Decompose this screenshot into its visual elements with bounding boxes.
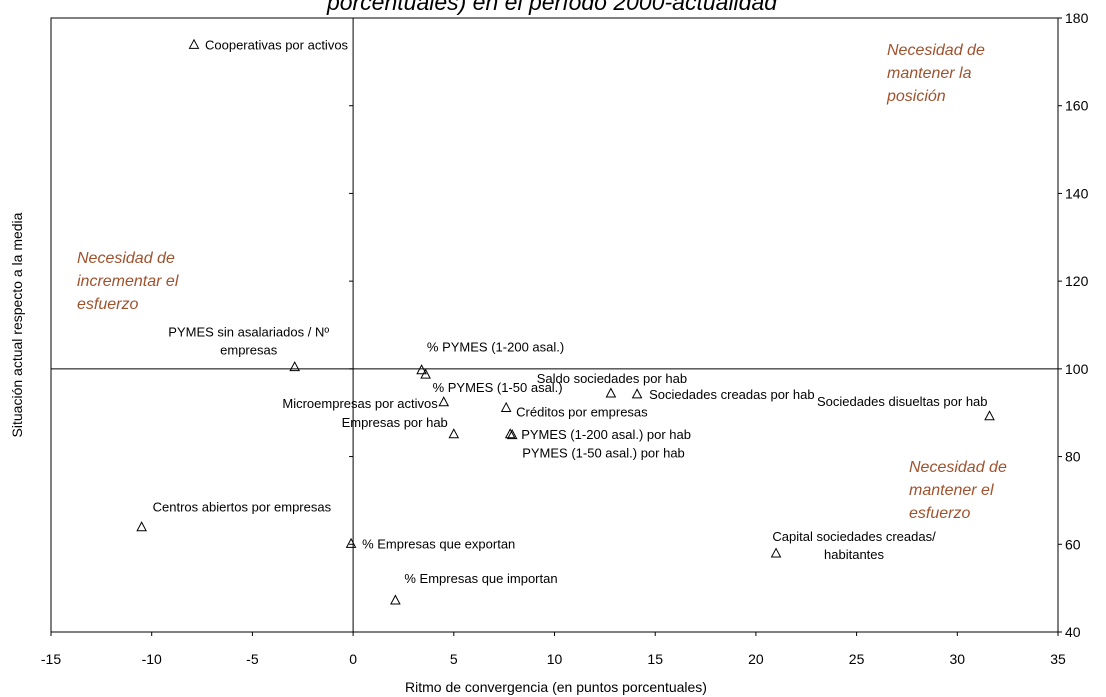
data-point-label: PYMES (1-200 asal.) por hab	[521, 427, 691, 442]
data-point-label: Créditos por empresas	[516, 404, 648, 419]
point-labels: Cooperativas por activos PYMES sin asalar…	[153, 37, 988, 586]
quadrant-annotation: Necesidad de mantener el esfuerzo	[909, 459, 1007, 522]
data-point-label: Sociedades disueltas por hab	[817, 394, 988, 409]
data-point-label: Centros abiertos por empresas	[153, 500, 332, 515]
data-points	[136, 38, 995, 605]
data-point-label: Capital sociedades creadas/habitantes	[772, 529, 936, 562]
data-point-marker	[770, 547, 782, 558]
data-point-marker	[438, 396, 450, 407]
quadrant-annotation: Necesidad de incrementar el esfuerzo	[77, 250, 179, 313]
x-tick-label: 20	[748, 651, 764, 667]
y-tick-label: 60	[1065, 536, 1081, 552]
data-point-marker	[136, 521, 147, 532]
data-point-marker	[390, 594, 401, 605]
y-tick-label: 80	[1065, 449, 1081, 465]
x-axis-title: Ritmo de convergencia (en puntos porcent…	[405, 679, 707, 695]
data-point-marker	[345, 537, 357, 548]
x-tick-label: 35	[1050, 651, 1066, 667]
data-point-marker	[631, 388, 643, 399]
chart-title: porcentuales) en el período 2000-actuali…	[326, 0, 778, 15]
data-point-label: PYMES sin asalariados / Nº empresas	[168, 325, 329, 358]
x-tick-label: 30	[950, 651, 966, 667]
data-point-label: Empresas por hab	[342, 415, 448, 430]
x-tick-label: 0	[349, 651, 357, 667]
axes	[50, 17, 1062, 636]
data-point-label: Saldo sociedades por hab	[537, 371, 687, 386]
x-tick-label: -15	[41, 651, 61, 667]
data-point-marker	[448, 428, 460, 439]
quadrant-annotation: Necesidad de mantener la posición	[886, 42, 985, 105]
data-point-marker	[416, 364, 427, 375]
data-point-marker	[289, 361, 301, 372]
tick-labels: -15 -10 -5 0 5 10 15 20 25 30 35 40 60 80 100 120 140 160…	[41, 10, 1089, 667]
x-tick-label: 15	[647, 651, 663, 667]
data-point-label: Microempresas por activos	[282, 396, 438, 411]
y-tick-label: 180	[1065, 10, 1089, 26]
data-point-marker	[984, 410, 995, 421]
data-point-marker	[420, 368, 431, 379]
data-point-label: % Empresas que exportan	[362, 536, 515, 551]
quadrant-annotations: Necesidad de mantener la posición Necesidad…	[77, 42, 1007, 522]
data-point-marker	[504, 428, 516, 439]
y-tick-label: 140	[1065, 185, 1089, 201]
y-tick-label: 40	[1065, 624, 1081, 640]
data-point-label: % Empresas que importan	[404, 571, 557, 586]
data-point-marker	[500, 401, 512, 412]
data-point-marker	[188, 38, 200, 49]
data-point-label: PYMES (1-50 asal.) por hab	[522, 446, 685, 461]
data-point-label: % PYMES (1-50 asal.)	[433, 380, 563, 395]
data-point-label: Cooperativas por activos	[205, 37, 349, 52]
data-point-marker	[605, 387, 617, 398]
y-tick-label: 100	[1065, 361, 1089, 377]
data-point-marker	[506, 429, 518, 440]
x-tick-label: -10	[142, 651, 162, 667]
x-tick-label: -5	[246, 651, 259, 667]
x-tick-label: 10	[547, 651, 563, 667]
x-tick-label: 5	[450, 651, 458, 667]
data-point-label: Sociedades creadas por hab	[649, 387, 815, 402]
y-tick-label: 160	[1065, 98, 1089, 114]
data-point-label: % PYMES (1-200 asal.)	[427, 340, 564, 355]
x-tick-label: 25	[849, 651, 865, 667]
y-tick-label: 120	[1065, 273, 1089, 289]
y-axis-title: Situación actual respecto a la media	[9, 212, 25, 437]
